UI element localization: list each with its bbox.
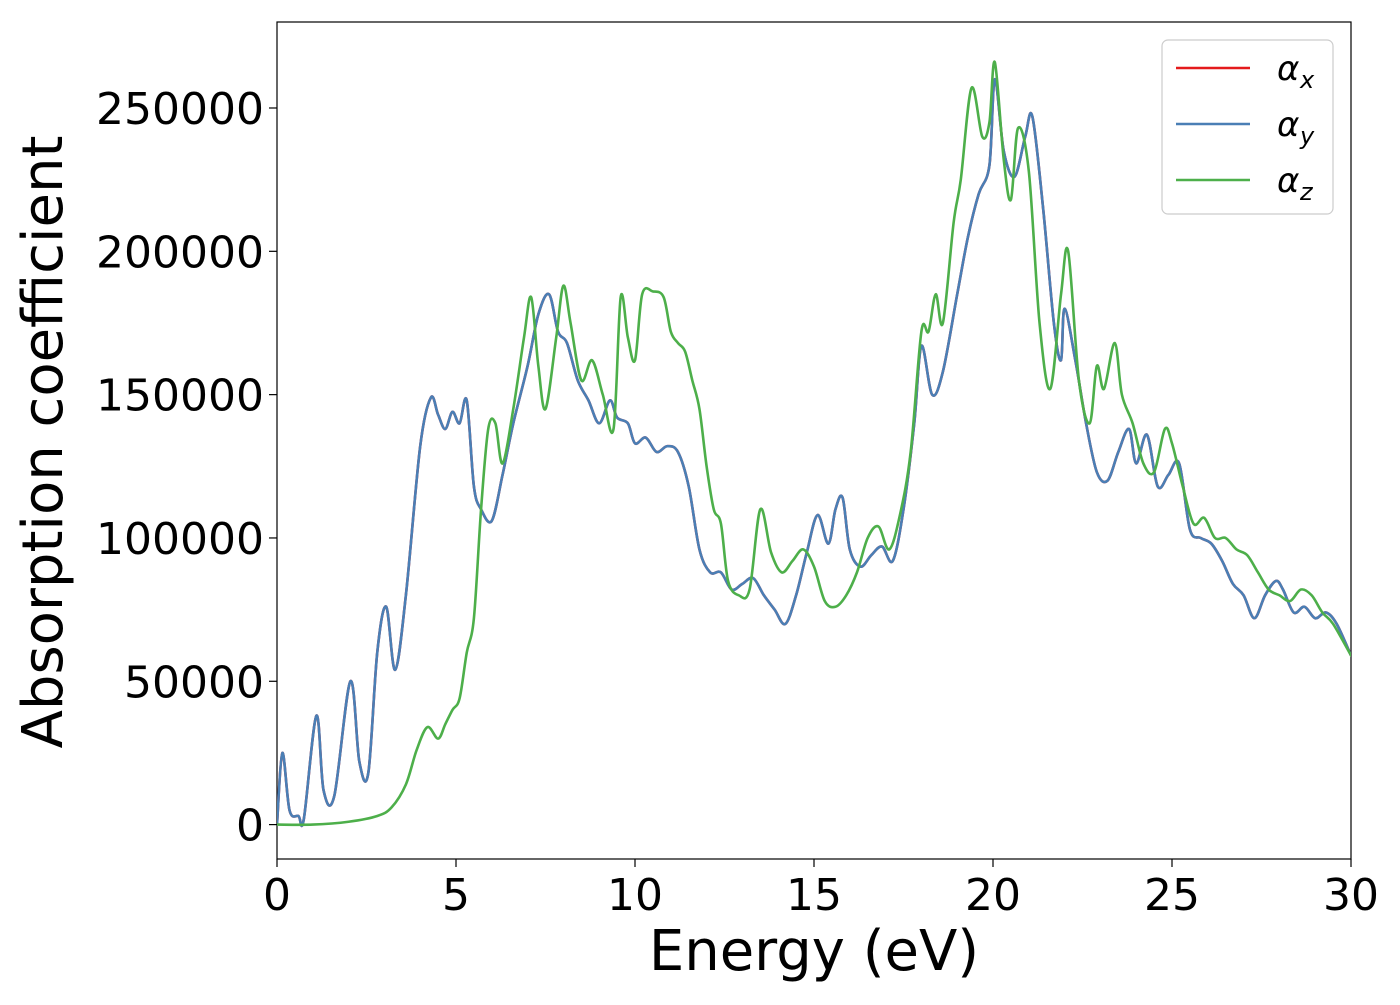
legend-label-alpha-x: α xyxy=(1277,49,1299,89)
x-axis: 0 5 10 15 20 25 30 xyxy=(263,859,1379,921)
x-axis-label: Energy (eV) xyxy=(649,919,979,984)
x-tick-label: 10 xyxy=(607,870,663,921)
x-tick-label: 30 xyxy=(1323,870,1379,921)
series-line-alpha-y xyxy=(277,78,1351,827)
legend-label-alpha-y: α xyxy=(1277,105,1299,145)
y-tick-label: 50000 xyxy=(124,657,264,708)
series-line-alpha-z xyxy=(277,60,1351,827)
y-tick-label: 150000 xyxy=(96,371,264,422)
y-axis-label: Absorption coefficient xyxy=(11,136,76,749)
legend: α xα yα z xyxy=(1161,39,1334,215)
x-tick-label: 20 xyxy=(965,870,1021,921)
x-tick-label: 0 xyxy=(263,870,291,921)
series-layer xyxy=(277,60,1351,827)
y-tick-label: 0 xyxy=(236,801,264,852)
x-tick-label: 5 xyxy=(442,870,470,921)
y-tick-label: 200000 xyxy=(96,227,264,278)
x-tick-label: 25 xyxy=(1144,870,1200,921)
y-tick-label: 100000 xyxy=(96,514,264,565)
legend-subscript-x: x xyxy=(1299,66,1315,94)
legend-subscript-y: y xyxy=(1299,122,1315,150)
y-axis: 0 50000 100000 150000 200000 250000 xyxy=(96,84,277,852)
y-tick-label: 250000 xyxy=(96,84,264,135)
legend-subscript-z: z xyxy=(1299,178,1314,206)
legend-box xyxy=(1161,39,1334,215)
legend-label-alpha-z: α xyxy=(1277,161,1299,201)
x-tick-label: 15 xyxy=(786,870,842,921)
